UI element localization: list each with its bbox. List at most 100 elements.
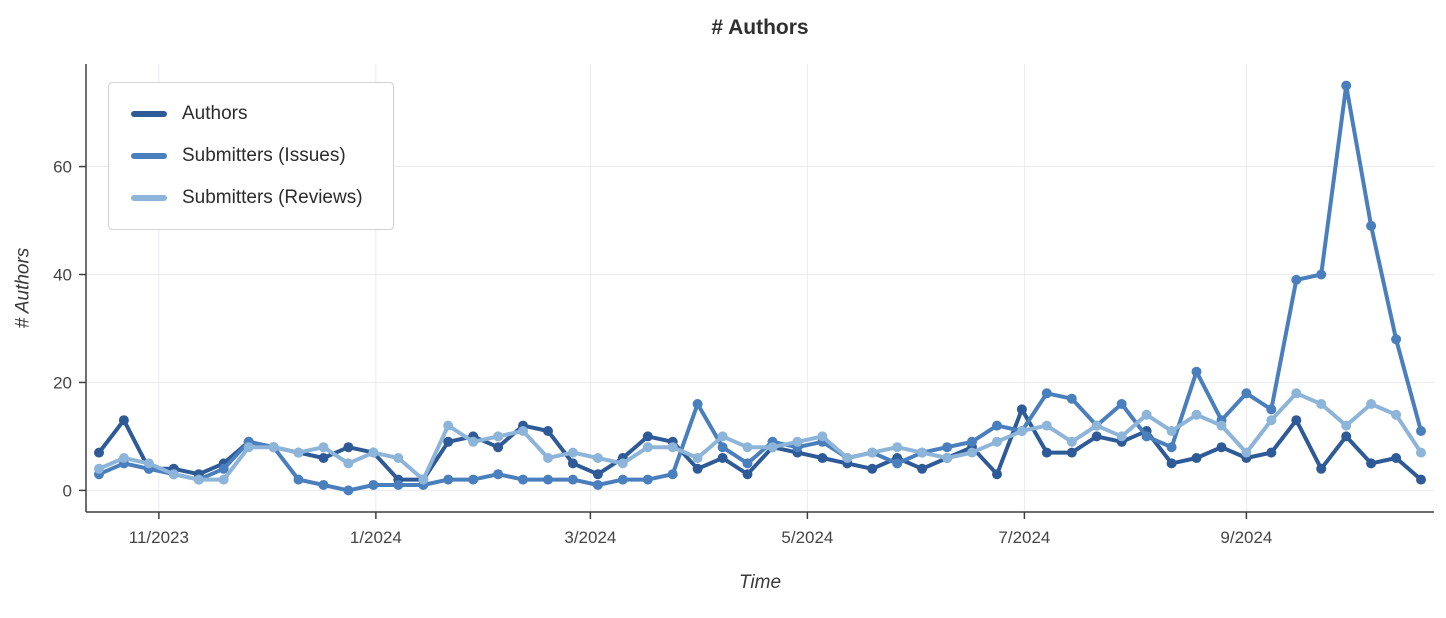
series-marker-submitters-reviews[interactable] — [1366, 399, 1377, 409]
series-marker-submitters-reviews[interactable] — [143, 458, 154, 469]
series-marker-submitters-issues[interactable] — [468, 474, 479, 485]
series-marker-authors[interactable] — [493, 442, 504, 453]
series-marker-submitters-reviews[interactable] — [1091, 420, 1102, 431]
series-marker-submitters-reviews[interactable] — [1016, 426, 1027, 436]
series-marker-submitters-reviews[interactable] — [642, 442, 653, 453]
series-marker-authors[interactable] — [742, 469, 753, 480]
series-marker-submitters-reviews[interactable] — [1041, 420, 1052, 431]
series-marker-submitters-reviews[interactable] — [617, 458, 628, 469]
series-marker-submitters-reviews[interactable] — [567, 447, 578, 458]
series-marker-submitters-reviews[interactable] — [942, 453, 953, 463]
series-marker-submitters-reviews[interactable] — [1291, 388, 1302, 399]
series-marker-submitters-reviews[interactable] — [892, 442, 903, 453]
legend-item-submitters-issues[interactable]: Submitters (Issues) — [131, 145, 363, 167]
series-marker-submitters-issues[interactable] — [393, 480, 404, 490]
series-marker-submitters-issues[interactable] — [1316, 269, 1327, 280]
series-marker-authors[interactable] — [1341, 431, 1352, 442]
series-marker-authors[interactable] — [567, 458, 578, 469]
series-marker-submitters-reviews[interactable] — [418, 474, 429, 485]
series-marker-submitters-issues[interactable] — [1391, 334, 1402, 345]
series-marker-submitters-reviews[interactable] — [218, 474, 229, 485]
series-marker-submitters-issues[interactable] — [992, 420, 1002, 431]
series-marker-submitters-issues[interactable] — [742, 458, 753, 469]
series-marker-submitters-reviews[interactable] — [592, 453, 603, 463]
series-marker-authors[interactable] — [1066, 447, 1077, 458]
series-marker-submitters-issues[interactable] — [617, 474, 628, 485]
series-marker-submitters-reviews[interactable] — [792, 436, 803, 447]
series-marker-authors[interactable] — [1316, 463, 1327, 474]
series-marker-submitters-issues[interactable] — [1166, 442, 1177, 453]
series-marker-submitters-reviews[interactable] — [917, 447, 928, 458]
series-marker-authors[interactable] — [94, 447, 104, 458]
series-marker-authors[interactable] — [318, 453, 329, 463]
series-marker-submitters-reviews[interactable] — [667, 442, 678, 453]
series-marker-authors[interactable] — [443, 436, 454, 447]
series-marker-submitters-issues[interactable] — [218, 463, 229, 474]
series-marker-submitters-reviews[interactable] — [1116, 431, 1127, 442]
series-marker-submitters-issues[interactable] — [1041, 388, 1052, 399]
series-marker-authors[interactable] — [1216, 442, 1227, 453]
series-marker-submitters-reviews[interactable] — [468, 436, 479, 447]
series-marker-submitters-reviews[interactable] — [543, 453, 553, 463]
series-marker-submitters-issues[interactable] — [1191, 366, 1202, 377]
series-marker-submitters-reviews[interactable] — [1191, 409, 1202, 420]
series-marker-submitters-issues[interactable] — [368, 480, 379, 490]
series-marker-submitters-reviews[interactable] — [94, 463, 104, 474]
series-marker-submitters-issues[interactable] — [1266, 404, 1277, 415]
series-marker-submitters-reviews[interactable] — [518, 426, 528, 436]
series-marker-submitters-issues[interactable] — [717, 442, 728, 453]
series-marker-submitters-reviews[interactable] — [118, 453, 129, 463]
series-marker-submitters-reviews[interactable] — [817, 431, 828, 442]
series-marker-authors[interactable] — [717, 453, 728, 463]
series-marker-submitters-issues[interactable] — [567, 474, 578, 485]
series-marker-authors[interactable] — [1291, 415, 1302, 426]
series-marker-submitters-issues[interactable] — [318, 480, 329, 490]
series-marker-submitters-reviews[interactable] — [193, 474, 204, 485]
series-marker-submitters-reviews[interactable] — [967, 447, 977, 458]
series-marker-submitters-reviews[interactable] — [1141, 409, 1152, 420]
series-marker-authors[interactable] — [592, 469, 603, 480]
series-marker-authors[interactable] — [642, 431, 653, 442]
series-marker-authors[interactable] — [867, 463, 878, 474]
series-marker-submitters-reviews[interactable] — [692, 453, 703, 463]
series-marker-submitters-reviews[interactable] — [1216, 420, 1227, 431]
series-marker-authors[interactable] — [1416, 474, 1426, 485]
series-marker-authors[interactable] — [1016, 404, 1027, 415]
series-marker-submitters-issues[interactable] — [942, 442, 953, 453]
series-marker-submitters-reviews[interactable] — [1341, 420, 1352, 431]
series-marker-authors[interactable] — [692, 463, 703, 474]
series-marker-submitters-reviews[interactable] — [318, 442, 329, 453]
series-marker-submitters-issues[interactable] — [493, 469, 504, 480]
series-marker-submitters-reviews[interactable] — [343, 458, 354, 469]
series-marker-authors[interactable] — [118, 415, 129, 426]
series-marker-submitters-issues[interactable] — [443, 474, 454, 485]
series-marker-authors[interactable] — [1366, 458, 1377, 469]
series-marker-authors[interactable] — [1166, 458, 1177, 469]
series-marker-submitters-issues[interactable] — [518, 474, 528, 485]
legend-item-submitters-reviews[interactable]: Submitters (Reviews) — [131, 187, 363, 209]
series-marker-submitters-issues[interactable] — [1416, 426, 1426, 436]
series-marker-authors[interactable] — [1191, 453, 1202, 463]
series-marker-submitters-reviews[interactable] — [168, 469, 179, 480]
series-marker-submitters-reviews[interactable] — [493, 431, 504, 442]
series-marker-submitters-reviews[interactable] — [1166, 426, 1177, 436]
series-marker-submitters-reviews[interactable] — [1316, 399, 1327, 409]
series-marker-submitters-reviews[interactable] — [393, 453, 404, 463]
series-marker-submitters-issues[interactable] — [967, 436, 977, 447]
series-marker-submitters-reviews[interactable] — [1266, 415, 1277, 426]
series-marker-submitters-issues[interactable] — [1291, 274, 1302, 285]
series-marker-submitters-issues[interactable] — [592, 480, 603, 490]
series-marker-submitters-reviews[interactable] — [268, 442, 279, 453]
series-marker-authors[interactable] — [1091, 431, 1102, 442]
series-marker-submitters-issues[interactable] — [543, 474, 553, 485]
series-marker-submitters-issues[interactable] — [667, 469, 678, 480]
series-marker-authors[interactable] — [992, 469, 1002, 480]
series-marker-submitters-issues[interactable] — [293, 474, 304, 485]
series-marker-submitters-reviews[interactable] — [742, 442, 753, 453]
series-marker-submitters-issues[interactable] — [1341, 80, 1352, 91]
series-marker-submitters-issues[interactable] — [1141, 431, 1152, 442]
series-marker-authors[interactable] — [543, 426, 553, 436]
series-marker-submitters-issues[interactable] — [1366, 220, 1377, 231]
series-marker-submitters-issues[interactable] — [1066, 393, 1077, 404]
series-marker-submitters-issues[interactable] — [692, 399, 703, 409]
